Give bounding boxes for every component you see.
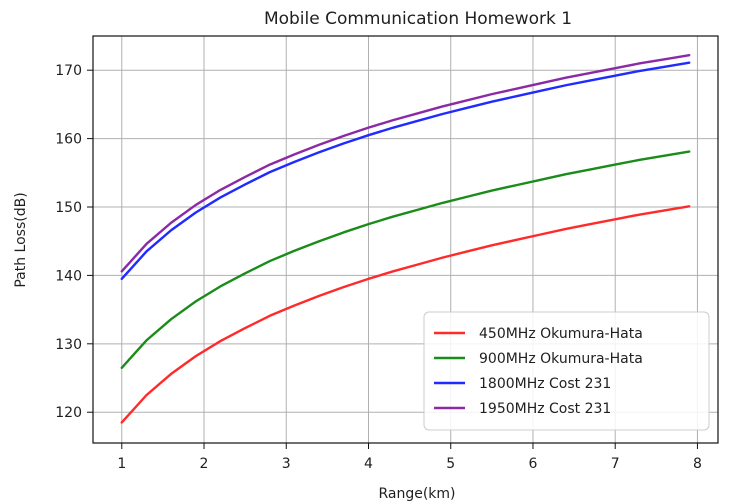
x-tick-label: 3 [282,456,291,472]
y-tick-label: 170 [55,63,82,79]
plot-frame [92,35,719,444]
x-tick-label: 4 [364,456,373,472]
grid-lines [93,36,718,443]
legend-label-4: 1950MHz Cost 231 [479,401,611,417]
y-tick-label: 130 [55,337,82,353]
x-tick-label: 1 [117,456,126,472]
x-axis-label: Range(km) [378,486,455,502]
y-tick-label: 150 [55,200,82,216]
series-line-3 [120,61,691,281]
legend-label-3: 1800MHz Cost 231 [479,376,611,392]
legend-label-2: 900MHz Okumura-Hata [479,351,643,367]
legend-label-1: 450MHz Okumura-Hata [479,326,643,342]
chart-title: Mobile Communication Homework 1 [264,9,572,29]
x-tick-label: 6 [529,456,538,472]
x-tick-label: 2 [200,456,209,472]
legend: 450MHz Okumura-Hata 900MHz Okumura-Hata 18… [423,311,710,431]
x-tick-label: 8 [693,456,702,472]
series-line-2 [120,150,691,369]
y-tick-label: 120 [55,405,82,421]
legend-box [423,311,710,431]
y-tick-label: 160 [55,132,82,148]
y-axis-label: Path Loss(dB) [13,192,29,287]
y-tick-label: 140 [55,268,82,284]
series-lines [120,53,691,424]
x-tick-label: 5 [446,456,455,472]
series-line-4 [120,53,691,273]
x-axis-ticks: 1 2 3 4 5 6 7 8 [117,443,702,472]
y-axis-ticks: 120 130 140 150 160 170 [55,63,93,421]
series-line-1 [120,205,691,424]
x-tick-label: 7 [611,456,620,472]
